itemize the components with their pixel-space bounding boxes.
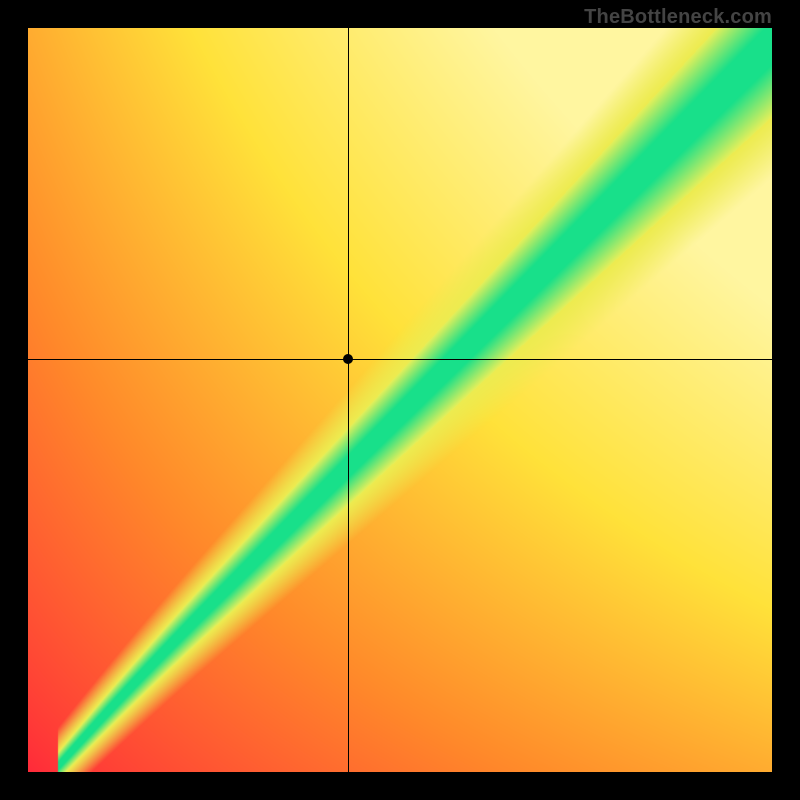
crosshair-marker (343, 354, 353, 364)
crosshair-vertical (348, 28, 349, 772)
heatmap-canvas (28, 28, 772, 772)
watermark-text: TheBottleneck.com (584, 6, 772, 29)
crosshair-horizontal (28, 359, 772, 360)
plot-area (28, 28, 772, 772)
